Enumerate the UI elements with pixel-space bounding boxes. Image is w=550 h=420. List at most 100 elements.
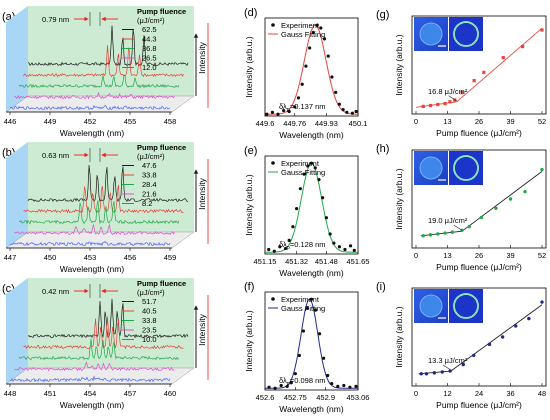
spectrum-trace [23,184,184,214]
plot-frame [264,155,359,255]
data-point [508,197,513,201]
data-point [306,164,310,168]
fit-line-high [456,27,543,103]
threshold-panel-i: (i) Intensity (arb.u.) Pump fluence (μJ/cm… [376,281,547,410]
y-axis-title: Intensity (arb.u.) [394,34,404,96]
legend-item: Experiment [281,295,320,304]
fwhm-label: δλp=0.128 nm [279,240,326,251]
data-point [448,369,452,373]
x-tick-label: 452 [84,117,97,126]
data-point [293,372,297,376]
spectrum-trace [18,200,180,225]
data-point [291,225,295,229]
lasing-ring-glow [453,21,479,47]
data-point [337,102,341,106]
data-point [341,108,345,112]
legend-unit: (μJ/cm²) [137,288,165,297]
data-point [265,112,269,116]
data-point [343,247,347,252]
data-point [461,362,465,367]
data-point [354,109,358,114]
legend-title: Pump fluence [137,143,186,152]
x-tick-label: 455 [124,117,137,126]
fwhm-subscript: p [287,381,290,387]
y-axis-title: Intensity [197,41,207,73]
data-point [293,105,297,109]
x-tick-label: 13 [443,117,451,126]
spectrum-trace [14,92,175,100]
data-point [540,300,544,304]
spectrum-trace [27,165,189,203]
data-point [273,386,277,390]
data-point [270,110,275,114]
x-tick-label: 48 [538,389,546,398]
mode-spacing-label: 0.79 nm [42,15,69,24]
data-point [287,109,291,114]
legend-item: 23.5 [142,326,157,335]
data-point [330,75,334,79]
data-point [350,111,355,115]
x-tick-label: 26 [475,117,483,126]
data-point [304,64,308,68]
x-tick-label: 446 [4,117,17,126]
y-axis-title: Intensity [197,313,207,345]
x-tick-label: 458 [164,117,177,126]
data-point [472,79,476,83]
floor [5,367,195,385]
x-tick-label: 26 [475,251,483,260]
data-point [348,385,352,389]
x-tick-label: 449 [44,117,57,126]
x-tick-label: 0 [414,251,418,260]
data-point [443,102,447,106]
y-axis-title: Intensity (arb.u.) [244,36,254,98]
data-point [282,108,286,113]
legend-item: 47.6 [142,161,157,170]
data-point [330,382,334,386]
x-axis-title: Wavelength (nm) [60,400,125,410]
data-point [421,234,425,238]
legend-item: 33.8 [142,316,157,325]
data-point [267,247,271,252]
lasing-ring-glow [453,293,479,319]
legend-unit: (μJ/cm²) [137,16,165,25]
lasing-ring-glow [453,155,479,181]
data-point [336,384,340,388]
data-point [436,232,440,236]
data-point [494,206,498,210]
legend-item: Gauss Fitting [281,168,325,177]
spectrum-trace [9,104,171,111]
fwhm-symbol: δλ [279,376,287,385]
legend-title: Pump fluence [137,279,186,288]
data-point [305,306,310,310]
legend-item: 12.0 [142,63,157,72]
data-point [419,372,423,376]
legend-item: 26.5 [142,54,157,63]
y-axis-title: Intensity (arb.u.) [244,310,254,372]
legend-title: Pump fluence [137,7,186,16]
data-point [500,335,505,339]
data-point [301,329,306,333]
x-axis-title: Pump fluence (μJ/cm²) [436,262,522,272]
x-axis-title: Wavelength (nm) [279,268,344,278]
data-point [296,96,301,100]
x-axis-title: Wavelength (nm) [60,264,125,274]
x-tick-label: 449.76 [283,119,306,128]
plot-frame [264,17,359,117]
legend-item: 10.0 [142,335,157,344]
legend-item: Experiment [281,159,320,168]
data-point [460,91,464,95]
x-tick-label: 451.32 [285,257,308,266]
panel-label: (i) [376,281,386,293]
threshold-pointer [442,364,452,371]
data-point [345,110,349,114]
fwhm-value: =0.098 nm [290,376,326,385]
x-tick-label: 52 [538,251,546,260]
threshold-pointer [448,95,457,102]
data-point [432,371,437,375]
fwhm-subscript: p [287,245,290,251]
spectrum-trace [27,298,189,339]
data-point [527,316,531,321]
x-tick-label: 457 [124,389,137,398]
